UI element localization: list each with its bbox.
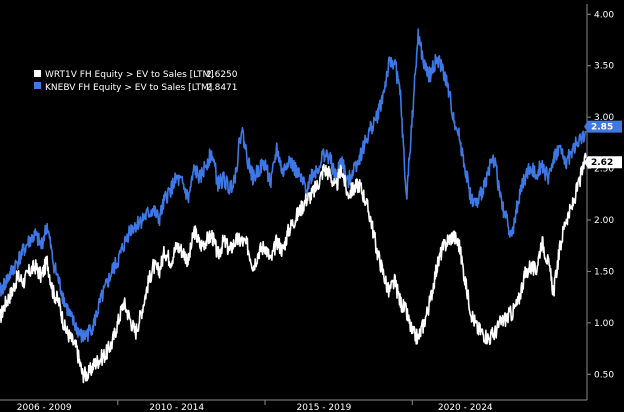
x-period-label: 2006 - 2009 bbox=[17, 403, 72, 412]
y-tick-label: 2.50 bbox=[594, 165, 614, 175]
legend-label-wrt1v: WRT1V FH Equity > EV to Sales [LTM] bbox=[45, 70, 214, 80]
y-tick-label: 0.50 bbox=[594, 370, 614, 380]
y-tick-label: 4.00 bbox=[594, 10, 614, 20]
last-value-badge-text-knebv: 2.85 bbox=[591, 123, 613, 133]
y-tick-label: 2.00 bbox=[594, 216, 614, 226]
last-value-badge-wrt1v bbox=[584, 156, 622, 169]
y-axis: 0.50 1.00 1.50 2.00 2.50 3.00 3.50 4.00 bbox=[586, 4, 614, 400]
series-line-wrt1v bbox=[0, 152, 587, 384]
legend: WRT1V FH Equity > EV to Sales [LTM] 2.62… bbox=[27, 64, 257, 96]
y-tick-label: 1.50 bbox=[594, 267, 614, 277]
last-value-badge-knebv bbox=[584, 120, 622, 133]
badge-layer: 2.62 2.85 bbox=[584, 120, 622, 169]
x-period-label: 2020 - 2024 bbox=[438, 403, 493, 412]
x-period-label: 2015 - 2019 bbox=[297, 403, 352, 412]
x-axis: 2006 - 2009 2010 - 2014 2015 - 2019 2020 - … bbox=[0, 399, 587, 412]
y-tick-label: 3.00 bbox=[594, 113, 614, 123]
legend-background bbox=[27, 64, 257, 96]
y-tick-label: 3.50 bbox=[594, 62, 614, 72]
legend-swatch-wrt1v bbox=[34, 70, 41, 77]
series-line-knebv bbox=[0, 28, 587, 343]
series-layer bbox=[0, 28, 587, 384]
legend-value-knebv: 2.8471 bbox=[206, 83, 238, 93]
legend-value-wrt1v: 2.6250 bbox=[206, 70, 238, 80]
x-period-label: 2010 - 2014 bbox=[149, 403, 204, 412]
legend-label-knebv: KNEBV FH Equity > EV to Sales [LTM] bbox=[45, 83, 212, 93]
last-value-badge-text-wrt1v: 2.62 bbox=[591, 158, 613, 168]
y-tick-label: 1.00 bbox=[594, 319, 614, 329]
legend-swatch-knebv bbox=[34, 82, 41, 89]
